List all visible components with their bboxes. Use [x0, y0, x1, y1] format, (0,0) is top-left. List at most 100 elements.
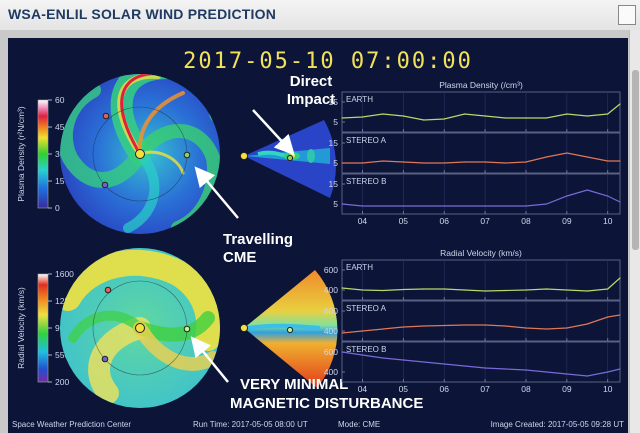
animation-frame: 2017-05-10 07:00:00 Plasma Density (r²N/…	[0, 30, 640, 433]
minimal-disturbance-annotation: VERY MINIMAL MAGNETIC DISTURBANCE	[190, 336, 423, 412]
timeseries-data-point	[525, 289, 527, 291]
timeseries-panel	[341, 259, 621, 301]
timeseries-panel	[341, 341, 621, 383]
timeseries-data-point	[619, 277, 621, 279]
timeseries-data-point	[484, 161, 486, 163]
density-heliosphere-disk	[60, 74, 220, 234]
timeseries-data-point	[619, 314, 621, 316]
page-title: WSA-ENLIL SOLAR WIND PREDICTION	[8, 6, 277, 22]
timeseries-data-point	[402, 326, 404, 328]
timeseries-series-name: STEREO A	[346, 304, 387, 313]
enlil-graphic: 2017-05-10 07:00:00 Plasma Density (r²N/…	[12, 49, 625, 429]
minimal-disturbance-arrow	[190, 336, 229, 383]
timeseries-series-name: STEREO B	[346, 177, 386, 186]
timeseries-x-tick-label: 05	[399, 216, 409, 226]
timeseries-data-point	[484, 367, 486, 369]
scrollbar-thumb[interactable]	[632, 70, 639, 250]
velocity-colorbar-label: Radial Velocity (km/s)	[16, 287, 26, 369]
timeseries-x-tick-label: 09	[562, 216, 572, 226]
timeseries-y-tick-label: 5	[333, 199, 338, 209]
timeseries-data-point	[586, 189, 588, 191]
timeseries-data-point	[341, 332, 343, 334]
timeseries-data-point	[566, 373, 568, 375]
timeseries-data-point	[504, 289, 507, 292]
timeseries-data-point	[525, 117, 527, 119]
timeseries-x-tick-label: 07	[480, 216, 490, 226]
timeseries-y-tick-label: 5	[333, 158, 338, 168]
timeseries-data-point	[464, 205, 466, 207]
timeseries-data-point	[361, 162, 364, 164]
timeseries-y-tick-label: 600	[324, 265, 338, 275]
timeseries-data-point	[525, 161, 527, 163]
timeseries-title: Plasma Density (/cm³)	[439, 80, 523, 90]
timeseries-y-tick-label: 15	[329, 138, 339, 148]
timeseries-data-point	[545, 371, 548, 373]
colorbar-tick-label: 1600	[55, 269, 74, 279]
timeseries-x-tick-label: 04	[358, 216, 368, 226]
timeseries-data-point	[525, 205, 527, 207]
timeseries-data-point	[423, 162, 425, 164]
timeseries-data-point	[586, 115, 588, 117]
timeseries-panel	[341, 300, 621, 342]
colorbar-tick-label: 1250	[55, 296, 74, 306]
window-title-bar: WSA-ENLIL SOLAR WIND PREDICTION	[0, 0, 640, 31]
direct-impact-arrow	[252, 109, 295, 156]
vertical-scrollbar[interactable]	[629, 30, 640, 433]
timeseries-y-tick-label: 400	[324, 367, 338, 377]
direct-impact-annotation: Direct Impact	[252, 73, 335, 156]
timeseries-data-point	[504, 325, 507, 327]
timeseries-data-point	[586, 290, 588, 292]
timeseries-data-point	[361, 116, 364, 118]
timeseries-x-tick-label: 06	[439, 384, 449, 394]
timeseries-data-point	[464, 161, 466, 163]
timeseries-data-point	[341, 203, 343, 205]
timeseries-x-tick-label: 06	[439, 216, 449, 226]
timeseries-data-point	[423, 325, 425, 327]
timeseries-data-point	[464, 365, 466, 367]
footer-image-created: Image Created: 2017-05-05 09:28 UT	[491, 420, 625, 429]
timeseries-x-tick-label: 08	[521, 384, 531, 394]
timeseries-data-point	[545, 328, 548, 330]
timeseries-data-point	[586, 156, 588, 158]
timeseries-y-tick-label: 400	[324, 326, 338, 336]
timeseries-data-point	[566, 289, 568, 291]
timeseries-data-point	[545, 203, 548, 205]
timeseries-data-point	[619, 103, 621, 105]
timeseries-data-point	[423, 119, 425, 121]
timeseries-data-point	[402, 359, 404, 361]
timestamp-label: 2017-05-10 07:00:00	[183, 49, 473, 74]
density-colorbar-ticks: 60 45 30 15 0	[48, 95, 65, 213]
colorbar-tick-label: 200	[55, 377, 69, 387]
footer-run-time: Run Time: 2017-05-05 08:00 UT	[193, 420, 308, 429]
window-corner-icon	[618, 5, 636, 25]
timeseries-title: Radial Velocity (km/s)	[440, 248, 522, 258]
timeseries-data-point	[341, 351, 343, 353]
timeseries-data-point	[504, 117, 507, 119]
timeseries-data-point	[566, 152, 568, 154]
timeseries-data-point	[423, 205, 425, 207]
timeseries-data-point	[607, 288, 609, 290]
timeseries-data-point	[545, 156, 548, 158]
velocity-timeseries-chart: Radial Velocity (km/s) 600 400 EARTH 600 400 S…	[324, 248, 621, 394]
timeseries-data-point	[607, 371, 609, 373]
timeseries-data-point	[443, 162, 445, 164]
timeseries-data-point	[423, 361, 425, 363]
density-wedge	[239, 120, 336, 198]
colorbar-tick-label: 15	[55, 176, 65, 186]
timeseries-data-point	[361, 330, 364, 332]
density-colorbar: Plasma Density (r²N/cm³) 60 45 30 15 0	[16, 95, 65, 213]
timeseries-data-point	[607, 113, 609, 115]
travelling-cme-line2: CME	[223, 249, 256, 266]
timeseries-x-tick-label: 09	[562, 384, 572, 394]
timeseries-data-point	[607, 195, 609, 197]
timeseries-series-name: EARTH	[346, 263, 373, 272]
timeseries-data-point	[361, 205, 364, 207]
timeseries-data-point	[586, 375, 588, 377]
timeseries-series-name: STEREO B	[346, 345, 386, 354]
timeseries-data-point	[423, 288, 425, 290]
timeseries-data-point	[382, 160, 384, 162]
timeseries-data-point	[382, 205, 384, 207]
timeseries-y-tick-label: 5	[333, 117, 338, 127]
timeseries-data-point	[504, 205, 507, 207]
footer-center-name: Space Weather Prediction Center	[12, 420, 131, 429]
